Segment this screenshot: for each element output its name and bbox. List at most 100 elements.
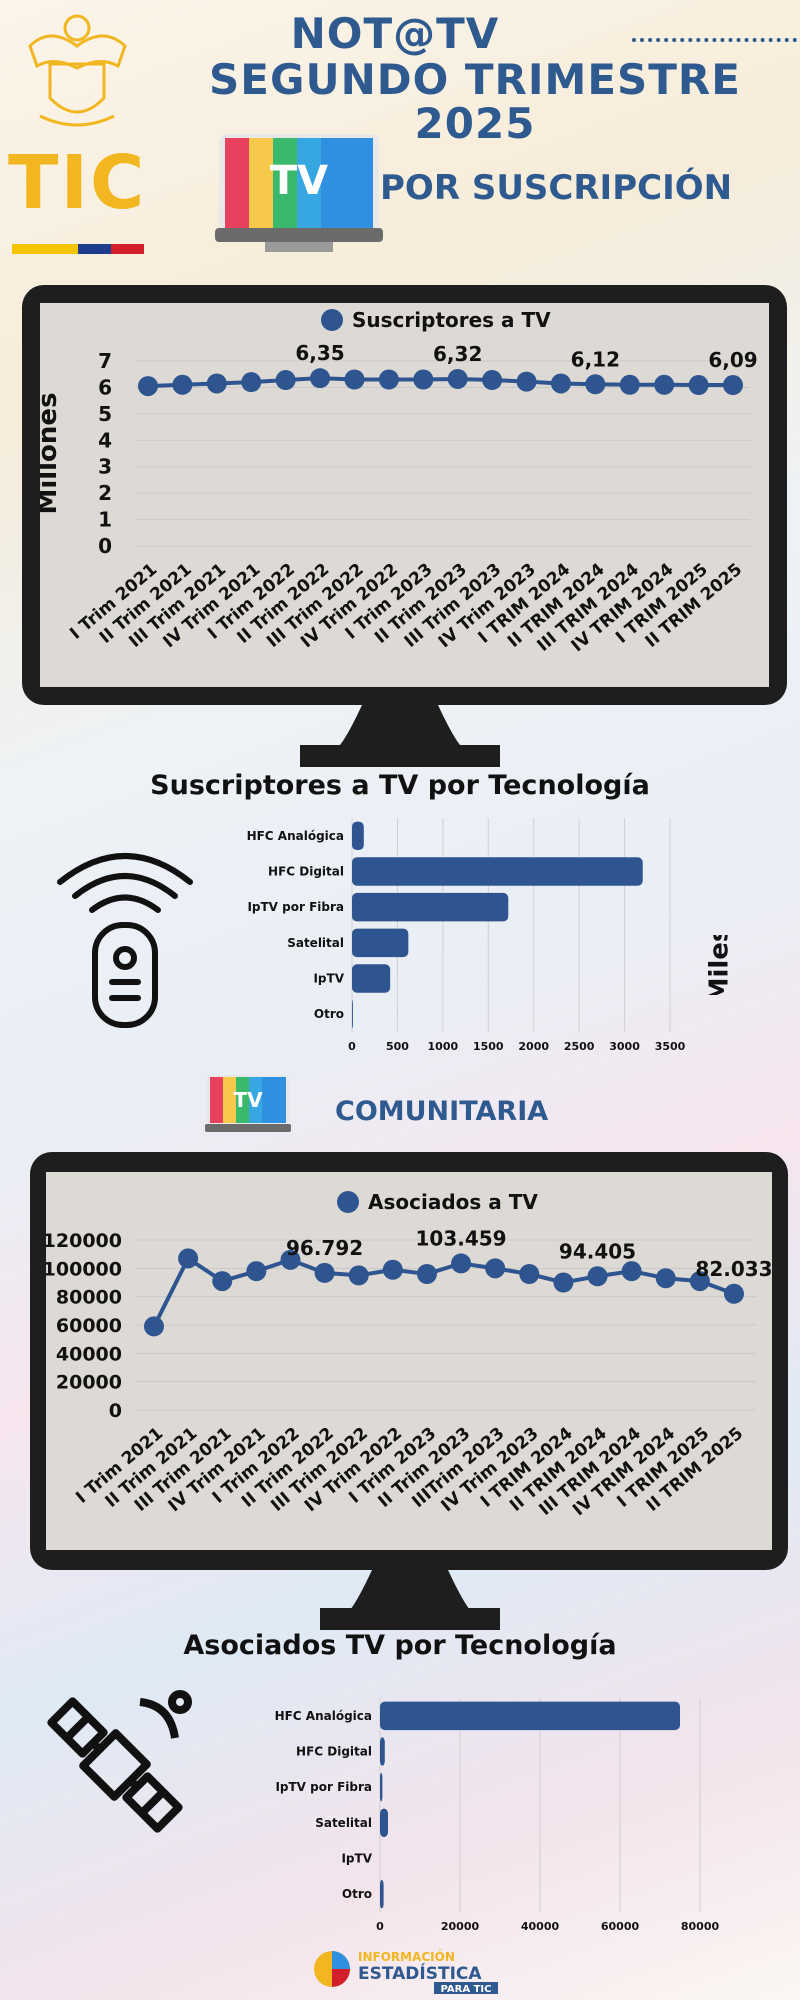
tech-subs-bar [352, 999, 353, 1029]
tech-subs-x-tick-label: 1500 [473, 1040, 504, 1053]
tech-subs-bar [352, 857, 643, 886]
subs-data-point [688, 375, 709, 396]
assoc-data-point [246, 1261, 267, 1282]
subs-y-tick-label: 6 [98, 375, 112, 399]
tech-assoc-category-label: IpTV [341, 1852, 372, 1866]
section-heading-subscription: POR SUSCRIPCIÓN [380, 168, 733, 208]
tech-subs-x-tick-label: 1000 [428, 1040, 459, 1053]
tech-assoc-x-tick-label: 60000 [601, 1920, 640, 1933]
page-subtitle: SEGUNDO TRIMESTRE 2025 [209, 55, 741, 148]
tech-assoc-x-tick-label: 0 [376, 1920, 384, 1933]
subs-y-tick-label: 1 [98, 508, 112, 532]
assoc-data-point [144, 1316, 164, 1337]
tech-associates-bar-chart: 0 20000 40000 60000 80000 HFC Analógica HFC Di… [275, 1698, 720, 1933]
subs-data-point [654, 374, 675, 395]
tech-subs-x-tick-label: 2500 [564, 1040, 595, 1053]
tech-assoc-category-label: HFC Analógica [275, 1709, 372, 1723]
assoc-data-point [485, 1258, 506, 1279]
subs-data-label: 6,12 [571, 347, 620, 371]
assoc-data-point [553, 1272, 574, 1293]
subs-data-point [206, 373, 227, 394]
subs-data-point [310, 368, 331, 389]
tech-subs-x-tick-label: 3000 [609, 1040, 640, 1053]
subs-data-point [413, 369, 434, 390]
tech-subs-x-tick-label: 2000 [518, 1040, 549, 1053]
tech-assoc-category-label: Otro [342, 1887, 372, 1901]
subs-y-tick-label: 5 [98, 402, 112, 426]
subs-data-point [619, 374, 640, 395]
tech-assoc-bar [380, 1772, 383, 1802]
tv-logo-text: TV [270, 158, 328, 204]
subs-y-tick-label: 3 [98, 455, 112, 479]
subs-data-label: 6,09 [708, 348, 757, 372]
assoc-data-point [587, 1266, 608, 1287]
assoc-data-label: 94.405 [559, 1239, 636, 1263]
assoc-data-point [280, 1249, 301, 1270]
dotted-divider [632, 38, 797, 42]
tech-assoc-x-tick-label: 80000 [681, 1920, 720, 1933]
subs-data-point [482, 370, 503, 391]
subs-data-point [275, 370, 296, 391]
assoc-data-point [212, 1271, 233, 1292]
subs-y-tick-label: 2 [98, 481, 112, 505]
assoc-legend-label: Asociados a TV [368, 1190, 538, 1214]
subs-legend-marker [321, 309, 343, 331]
coat-of-arms-icon [10, 6, 145, 134]
tech-subs-category-label: HFC Analógica [247, 829, 344, 843]
tech-assoc-category-label: HFC Digital [296, 1745, 372, 1759]
footer-line3: PARA TIC [441, 1984, 492, 1995]
monitor-stand-2 [350, 1570, 470, 1630]
tv-icon-small: TV [205, 1074, 291, 1138]
associates-line-chart: Asociados a TV 0 20000 40000 60000 80000 10000… [46, 1190, 772, 1520]
section-heading-community: COMUNITARIA [335, 1096, 549, 1127]
footer-line2: ESTADÍSTICA [358, 1962, 482, 1984]
tech-subs-category-label: IpTV [313, 972, 344, 986]
tech-subs-category-label: Satelital [287, 936, 344, 950]
tech-subscribers-ylabel: Miles [700, 927, 740, 1004]
assoc-data-point [314, 1262, 335, 1283]
tech-assoc-x-tick-label: 20000 [441, 1920, 480, 1933]
assoc-y-tick-label: 60000 [56, 1315, 122, 1337]
subs-data-point [550, 373, 571, 394]
monitor-base-2 [320, 1608, 500, 1630]
assoc-y-tick-label: 100000 [46, 1258, 122, 1280]
assoc-data-label: 96.792 [286, 1236, 363, 1260]
tech-subs-category-label: Otro [314, 1007, 344, 1021]
assoc-data-point [178, 1248, 199, 1269]
assoc-y-tick-label: 120000 [46, 1230, 122, 1252]
subs-data-label: 6,32 [433, 342, 482, 366]
assoc-legend-marker [337, 1191, 359, 1213]
subs-data-point [172, 374, 193, 395]
flag-bar [12, 244, 144, 254]
assoc-data-point [724, 1283, 744, 1304]
tech-associates-title: Asociados TV por Tecnología [183, 1630, 617, 1661]
tech-subs-bar [352, 821, 364, 851]
tech-subscribers-bar-chart: 0 500 1000 1500 2000 2500 3000 3500 HFC Analógic… [247, 818, 686, 1053]
subs-data-point [585, 374, 606, 395]
subs-data-point [241, 372, 262, 393]
tech-subs-x-tick-label: 0 [348, 1040, 356, 1053]
subscribers-line-chart: Suscriptores a TV 01 23 45 67 Millones 6,35 6,3… [40, 308, 758, 656]
assoc-data-point [451, 1253, 472, 1274]
assoc-data-point [519, 1264, 540, 1284]
monitor-stand-1 [340, 705, 460, 765]
tv-icon: TV [215, 132, 383, 256]
monitor-base-1 [300, 745, 500, 767]
subs-data-point [516, 371, 537, 392]
assoc-data-label: 82.033 [695, 1257, 772, 1281]
assoc-y-tick-label: 0 [109, 1400, 122, 1422]
assoc-data-point [689, 1271, 710, 1292]
subs-data-point [447, 368, 468, 389]
subs-y-tick-label: 4 [98, 428, 112, 452]
subs-data-point [723, 375, 743, 396]
svg-text:Miles: Miles [705, 935, 735, 995]
assoc-data-point [348, 1265, 369, 1286]
subs-data-point [378, 369, 399, 390]
subs-data-label: 6,35 [295, 341, 344, 365]
subs-series-line [147, 376, 733, 389]
tech-subscribers-title: Suscriptores a TV por Tecnología [150, 770, 650, 801]
tech-subs-category-label: IpTV por Fibra [247, 900, 344, 914]
tech-assoc-bar [380, 1737, 385, 1766]
tech-assoc-bar [380, 1879, 384, 1909]
tech-assoc-bar [380, 1808, 388, 1838]
